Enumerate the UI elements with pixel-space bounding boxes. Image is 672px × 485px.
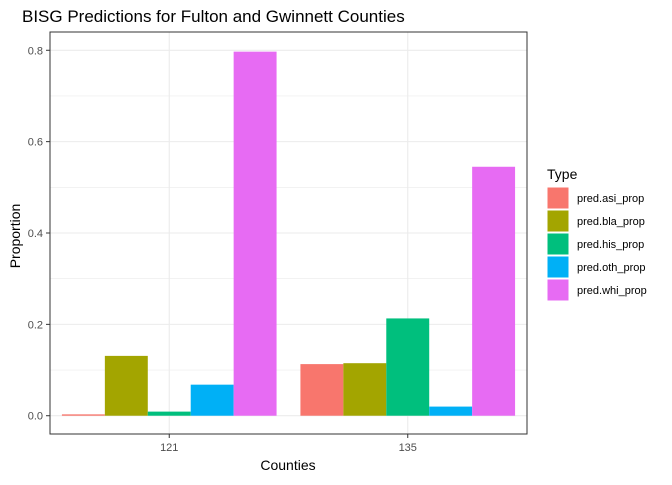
bar-pred-bla-prop-135 (343, 363, 387, 416)
legend-label: pred.whi_prop (577, 285, 647, 297)
legend-label: pred.oth_prop (577, 262, 646, 274)
bar-pred-his-prop-135 (386, 318, 430, 416)
legend-key (546, 209, 570, 233)
panel-border (49, 31, 528, 435)
bar-pred-his-prop-121 (147, 411, 191, 416)
y-axis-label: Proportion (7, 204, 23, 269)
legend-key (546, 186, 570, 210)
legend-key (546, 232, 570, 256)
x-axis-label: Counties (260, 457, 315, 473)
y-tick-label: 0.6 (28, 137, 43, 149)
legend-label: pred.his_prop (577, 239, 644, 251)
bar-pred-whi-prop-121 (233, 51, 277, 416)
legend-key (546, 278, 570, 302)
y-tick-label: 0.8 (28, 45, 43, 57)
legend-label: pred.bla_prop (577, 216, 645, 228)
chart-title: BISG Predictions for Fulton and Gwinnett… (22, 7, 405, 26)
x-tick-label: 121 (160, 442, 178, 454)
axes: 0.0 0.2 0.4 0.6 0.8 121 135 (28, 31, 528, 454)
y-tick-label: 0.0 (28, 411, 43, 423)
legend-label: pred.asi_prop (577, 193, 644, 205)
bar-pred-oth-prop-121 (190, 384, 234, 416)
bar-pred-oth-prop-135 (429, 406, 473, 416)
y-tick-label: 0.2 (28, 319, 43, 331)
bars (61, 51, 516, 416)
bar-pred-whi-prop-135 (472, 166, 516, 416)
bar-pred-asi-prop-121 (61, 414, 105, 416)
legend: pred.asi_prop pred.bla_prop pred.his_propp… (546, 186, 647, 302)
bar-pred-asi-prop-135 (300, 364, 344, 416)
x-tick-label: 135 (399, 442, 417, 454)
legend-key (546, 255, 570, 279)
legend-title: Type (547, 166, 578, 182)
bar-pred-bla-prop-121 (104, 355, 148, 416)
y-tick-label: 0.4 (28, 228, 43, 240)
